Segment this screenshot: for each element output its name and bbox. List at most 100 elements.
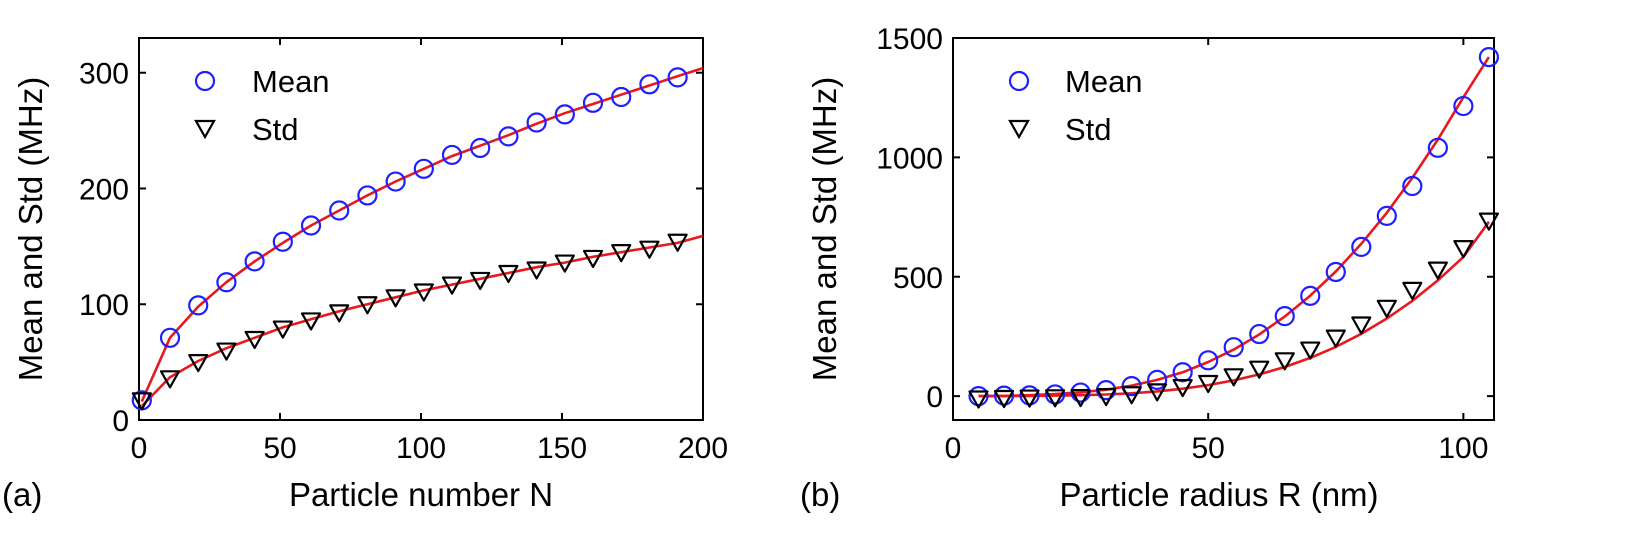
legend-mean-label: Mean (252, 64, 330, 99)
std-point (272, 320, 293, 339)
data-markers (968, 46, 1499, 409)
mean-point (1402, 175, 1423, 197)
y-tick-label: 1500 (876, 23, 943, 56)
mean-point (1198, 350, 1219, 371)
std-point (385, 289, 406, 308)
legend-std-label: Std (1065, 112, 1112, 147)
mean-point (1453, 95, 1474, 117)
mean-point (470, 137, 491, 159)
mean-point (639, 74, 660, 95)
x-axis-ticks: 0 50 100 150 200 (131, 38, 728, 465)
std-point (357, 296, 378, 315)
mean-point (498, 126, 519, 147)
legend-std-marker (194, 119, 216, 140)
fit-line (140, 66, 704, 403)
std-point (470, 271, 491, 291)
std-point (244, 330, 265, 350)
x-tick-label: 100 (396, 432, 446, 465)
mean-point (159, 327, 181, 348)
std-point (329, 304, 350, 323)
y-tick-label: 300 (79, 58, 129, 91)
std-point (639, 240, 660, 259)
std-point (1044, 389, 1066, 408)
std-point (1376, 299, 1397, 318)
std-point (1274, 352, 1295, 371)
std-point (188, 354, 209, 373)
legend-mean-label: Mean (1065, 64, 1143, 99)
x-tick-label: 200 (678, 432, 728, 465)
mean-point (385, 171, 406, 192)
std-point (968, 390, 989, 409)
std-point (1096, 388, 1117, 407)
mean-point (244, 251, 265, 272)
mean-point (1274, 306, 1295, 327)
mean-point (300, 215, 322, 236)
chart-panel-a: 0 50 100 150 200 0 100 200 300 Mean Std Particl… (2, 37, 728, 513)
x-axis-label: Particle number N (289, 476, 553, 513)
y-tick-label: 0 (112, 405, 129, 438)
mean-point (329, 200, 350, 221)
std-point (300, 312, 322, 331)
std-point (441, 276, 463, 295)
mean-point (1351, 236, 1372, 258)
x-tick-label: 0 (945, 432, 962, 465)
panel-label-b: (b) (800, 476, 840, 513)
y-tick-label: 200 (79, 173, 129, 206)
fit-line (978, 56, 1490, 398)
std-point (131, 392, 152, 411)
std-point (1453, 240, 1474, 259)
std-point (1147, 383, 1168, 402)
mean-point (1044, 384, 1066, 405)
chart-panel-b: 0 50 100 0 500 1000 1500 Mean Std Particle ra… (800, 23, 1499, 513)
std-point (667, 233, 688, 252)
std-point (1325, 329, 1346, 348)
mean-point (1325, 261, 1346, 283)
std-point (554, 254, 575, 273)
mean-point (554, 104, 575, 125)
mean-point (413, 158, 434, 179)
legend: Mean Std (1008, 64, 1143, 147)
y-tick-label: 0 (926, 381, 943, 414)
fit-lines (978, 56, 1490, 398)
mean-point (357, 185, 378, 206)
fit-lines (140, 66, 704, 408)
legend-std-label: Std (252, 112, 299, 147)
mean-point (1249, 323, 1270, 345)
plot-frame (952, 37, 1495, 421)
mean-point (1070, 382, 1091, 403)
mean-point (441, 144, 463, 166)
std-point (216, 342, 237, 361)
mean-point (667, 67, 688, 88)
std-point (582, 249, 604, 269)
y-axis-label: Mean and Std (MHz) (806, 77, 843, 381)
std-point (1478, 212, 1499, 231)
mean-point (1172, 362, 1193, 383)
std-point (1070, 388, 1091, 408)
std-point (611, 244, 632, 263)
x-tick-label: 50 (1192, 432, 1225, 465)
x-tick-label: 150 (537, 432, 587, 465)
std-point (1223, 368, 1244, 387)
std-point (1121, 386, 1142, 405)
x-axis-ticks: 0 50 100 (945, 38, 1488, 465)
mean-point (188, 295, 209, 316)
panel-label-a: (a) (2, 476, 42, 513)
y-axis-ticks: 0 100 200 300 (79, 58, 703, 438)
mean-point (582, 92, 604, 113)
mean-point (993, 385, 1015, 406)
std-point (1402, 281, 1423, 300)
std-point (498, 264, 519, 284)
y-tick-label: 100 (79, 289, 129, 322)
std-point (526, 261, 547, 280)
x-tick-label: 50 (263, 432, 296, 465)
std-point (413, 283, 434, 302)
std-point (1300, 341, 1321, 360)
std-point (1198, 374, 1219, 394)
fit-line (140, 234, 704, 408)
std-point (1019, 389, 1040, 408)
mean-point (272, 231, 293, 252)
mean-point (1478, 46, 1499, 68)
mean-point (1300, 285, 1321, 306)
y-axis-label: Mean and Std (MHz) (12, 77, 49, 381)
